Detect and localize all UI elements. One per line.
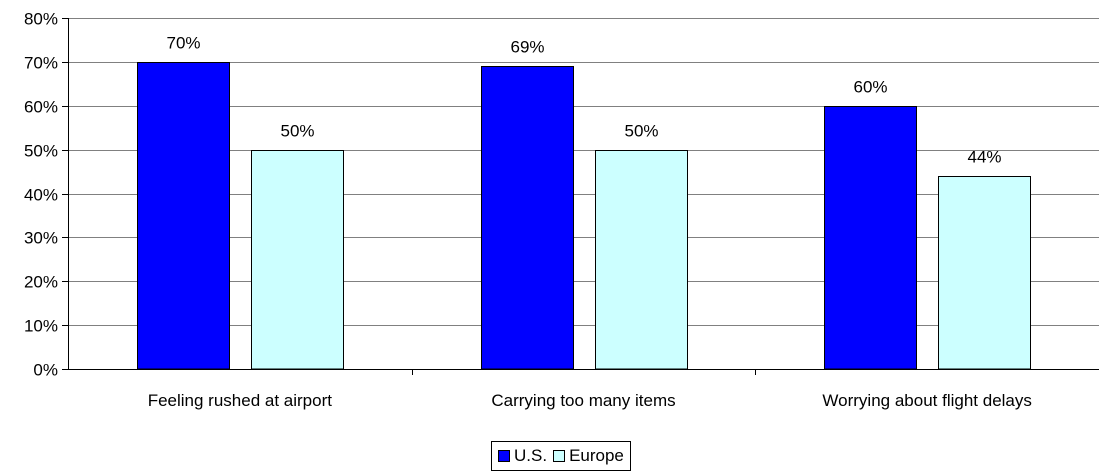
- legend-label-europe: Europe: [569, 446, 624, 465]
- y-tick-label: 60%: [24, 98, 58, 117]
- data-label: 60%: [853, 78, 887, 97]
- bar: [137, 62, 230, 370]
- y-tick-label: 30%: [24, 229, 58, 248]
- y-tick-label: 10%: [24, 317, 58, 336]
- legend-swatch-europe: [553, 450, 566, 462]
- x-category-label: Feeling rushed at airport: [148, 391, 333, 410]
- legend-item-us: U.S.: [498, 446, 547, 466]
- y-tick-label: 20%: [24, 273, 58, 292]
- data-label: 70%: [166, 34, 200, 53]
- bar: [824, 106, 917, 370]
- data-label: 50%: [280, 122, 314, 141]
- legend-label-us: U.S.: [514, 446, 548, 465]
- data-label: 44%: [967, 148, 1001, 167]
- bar: [938, 176, 1031, 370]
- chart-legend: U.S. Europe: [491, 441, 631, 471]
- bar: [481, 66, 574, 370]
- y-tick-label: 0%: [33, 361, 58, 380]
- x-category-label: Worrying about flight delays: [822, 391, 1031, 410]
- x-category-label: Carrying too many items: [491, 391, 675, 410]
- y-tick-label: 40%: [24, 186, 58, 205]
- legend-swatch-us: [498, 450, 510, 462]
- legend-item-europe: Europe: [553, 446, 624, 466]
- bar: [251, 150, 344, 370]
- y-tick-label: 50%: [24, 142, 58, 161]
- y-tick-label: 80%: [24, 10, 58, 29]
- y-tick-label: 70%: [24, 54, 58, 73]
- data-label: 50%: [624, 122, 658, 141]
- data-label: 69%: [510, 38, 544, 57]
- bar: [595, 150, 688, 370]
